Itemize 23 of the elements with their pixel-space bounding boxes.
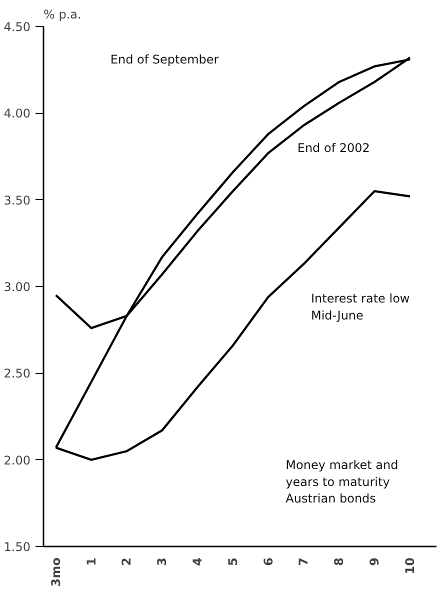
x-tick-label: 3mo <box>48 557 63 587</box>
x-tick-label: 7 <box>296 557 311 566</box>
annotation: End of 2002 <box>297 140 370 155</box>
x-tick-label: 6 <box>261 557 276 566</box>
x-tick-label: 8 <box>332 557 346 566</box>
y-tick-label: 2.00 <box>4 453 30 468</box>
x-tick-label: 10 <box>402 557 417 574</box>
y-tick-label: 3.50 <box>4 193 30 208</box>
x-tick-label: 4 <box>190 557 205 566</box>
y-tick-label: 4.50 <box>4 20 30 34</box>
x-tick-label: 3 <box>155 557 170 566</box>
y-tick-label: 1.50 <box>4 540 30 554</box>
annotation: Money market and years to maturity Austrian bonds <box>286 458 398 506</box>
x-tick-label: 2 <box>120 557 134 566</box>
y-axis-title: % p.a. <box>44 8 82 22</box>
y-tick-label: 2.50 <box>4 366 30 381</box>
x-tick-label: 9 <box>368 557 382 566</box>
x-tick-label: 1 <box>84 557 98 566</box>
annotation: Interest rate low Mid-June <box>310 292 410 322</box>
y-tick-label: 4.00 <box>4 106 30 121</box>
y-tick-label: 3.00 <box>4 280 30 294</box>
annotation: End of September <box>110 52 219 66</box>
x-tick-label: 5 <box>226 557 240 566</box>
